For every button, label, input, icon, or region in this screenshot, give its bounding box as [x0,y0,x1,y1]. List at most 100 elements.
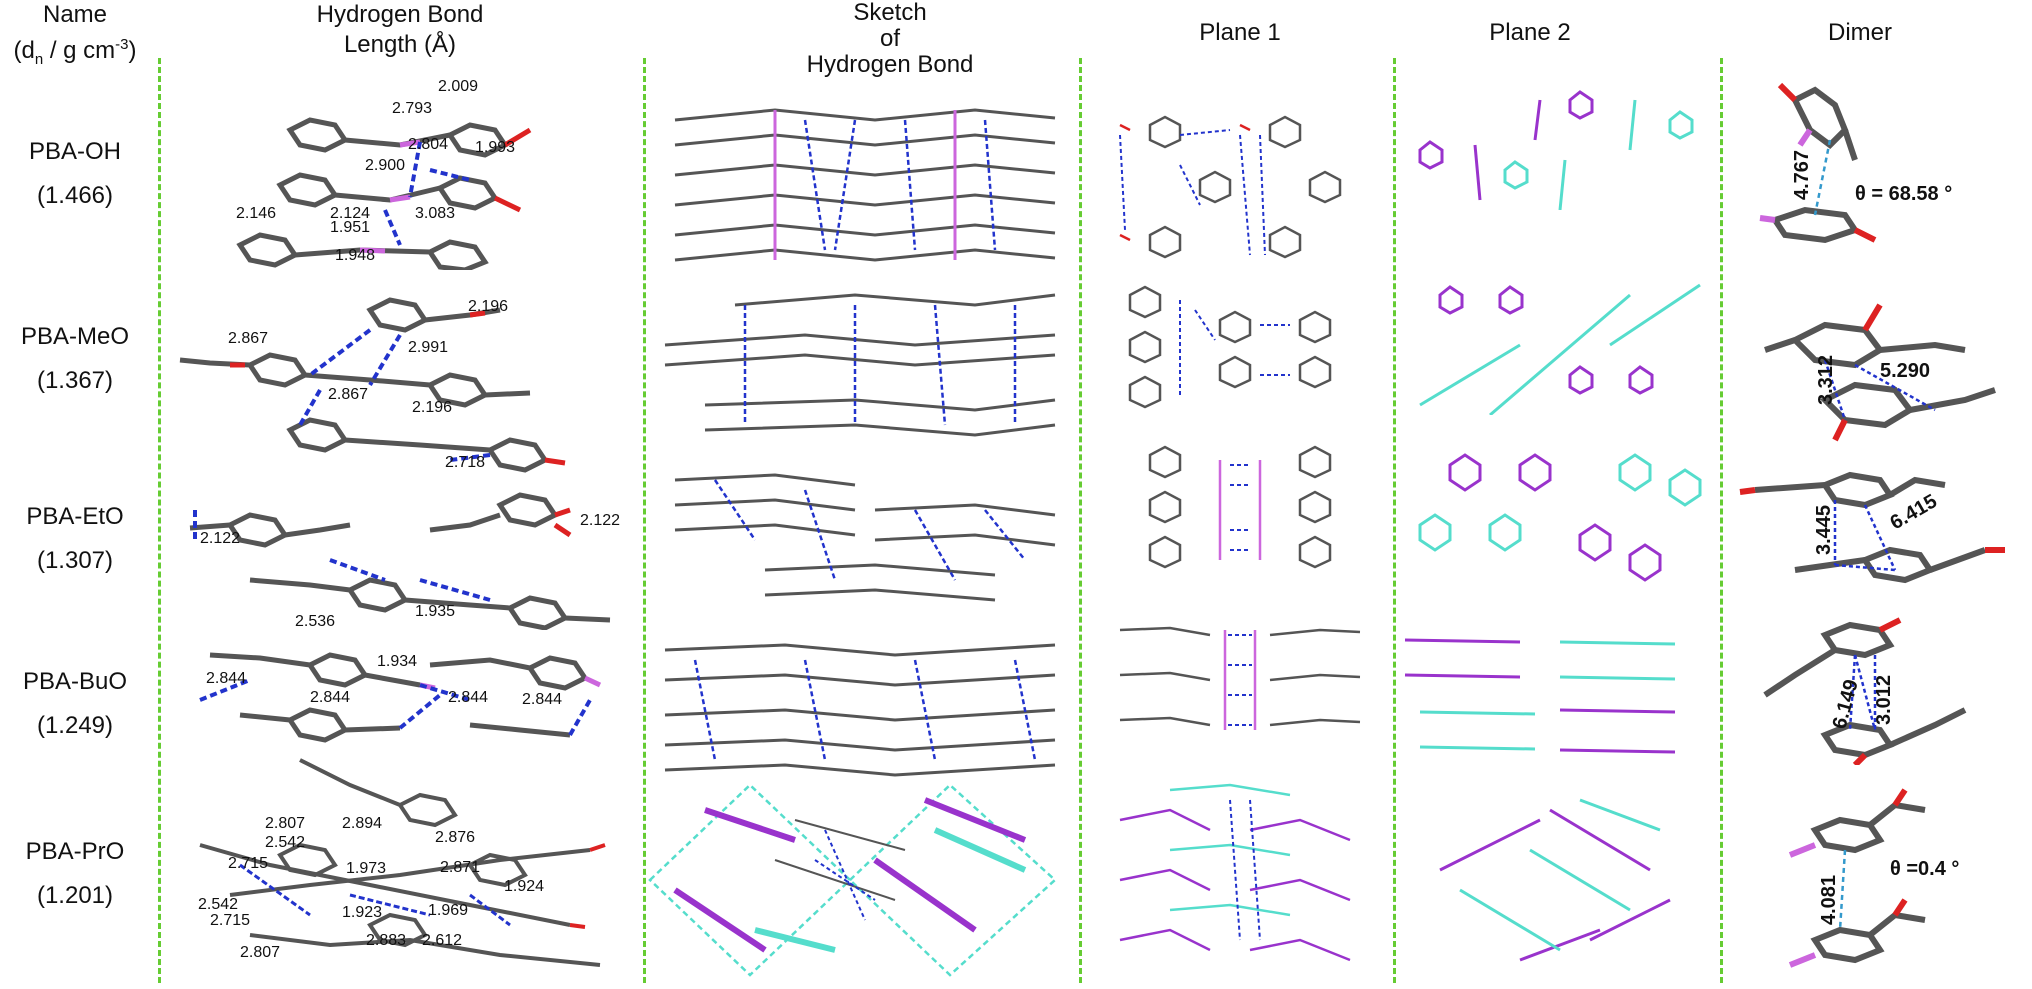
molecule-sticks [236,117,509,270]
plane1-structure-pba-buo [1119,626,1361,730]
plane1-structure-pba-oh [1119,115,1342,259]
dimer-distance-label: 3.445 [1813,505,1835,555]
hbond-label: 2.196 [468,298,508,315]
dimer-panel-pba-pro: 4.081 θ =0.4 ° [1735,775,2025,980]
hbond-label: 2.542 [198,896,238,913]
dimer-angle-label: θ = 68.58 ° [1855,183,1952,205]
header-name: Name (dn / g cm-3) [0,0,150,75]
plane1-panel-pba-pro [1110,770,1370,970]
dimer-structure-pba-meo: 5.290 3.312 [1764,303,1996,442]
hbond-label: 2.612 [422,932,462,949]
dimer-distance-label: 3.012 [1873,675,1895,725]
plane2-structure-pba-eto [1418,453,1702,582]
plane2-panel-pba-pro [1400,790,1715,980]
plane1-structure-pba-pro [1119,783,1351,962]
molecule-sticks [179,297,549,473]
hbond-label: 2.807 [265,815,305,832]
plane2-structure-pba-oh [1418,90,1694,210]
hbond-label: 2.009 [438,78,478,95]
molecule-sticks [189,492,611,630]
hbond-label: 2.124 [330,205,370,222]
sketch-structure-pba-oh [674,108,1056,262]
plane2-structure-pba-buo [1404,638,1676,754]
divider-4 [1393,58,1396,983]
sketch-panel-pba-oh [655,100,1065,270]
hbond-panel-pba-eto: 2.122 2.122 2.536 1.935 [170,480,640,630]
hbond-label: 2.807 [240,944,280,961]
hbond-label: 1.948 [335,247,375,264]
dimer-panel-pba-meo: 5.290 3.312 [1735,290,2025,450]
hbond-label: 2.793 [392,100,432,117]
plane2-panel-pba-buo [1400,625,1715,760]
hbond-label: 2.991 [408,339,448,356]
header-plane-2: Plane 2 [1489,19,1571,46]
header-sketch: Sketch of Hydrogen Bond [806,0,974,78]
sketch-structure-pba-eto [674,473,1056,602]
sketch-panel-pba-eto [655,460,1065,610]
header-plane-1: Plane 1 [1199,19,1281,46]
dimer-panel-pba-eto: 3.445 6.415 [1735,460,2025,610]
hbond-label: 2.844 [310,689,350,706]
hbond-label: 2.883 [366,932,406,949]
hbond-label: 2.715 [228,855,268,872]
hbond-label: 2.715 [210,912,250,929]
oxygen-sticks [553,507,572,538]
molecule-sticks [199,758,601,967]
hbond-structure-pba-meo: 2.196 2.867 2.991 2.867 2.196 2.718 [179,297,566,473]
hbond-label: 2.876 [435,829,475,846]
hbond-structure-pba-pro: 2.807 2.894 2.542 2.876 2.715 1.973 2.87… [198,758,606,967]
hbond-structure-pba-buo: 2.844 1.934 2.844 2.844 2.844 [199,652,602,743]
hbond-label: 1.923 [342,904,382,921]
divider-5 [1720,58,1723,983]
divider-3 [1079,58,1082,983]
hbond-structure-pba-eto: 2.122 2.122 2.536 1.935 [189,492,620,630]
hbond-label: 2.844 [522,691,562,708]
plane2-panel-pba-oh [1400,80,1715,210]
sketch-panel-pba-pro [645,780,1070,980]
hbond-label: 2.844 [448,689,488,706]
dimer-structure-pba-eto: 3.445 6.415 [1739,471,2005,584]
dimer-distance-label: 5.290 [1880,360,1930,382]
hbond-label: 2.867 [228,330,268,347]
dimer-structure-pba-buo: 6.149 3.012 [1763,617,1967,765]
hbond-panel-pba-oh: 2.009 2.793 2.804 1.993 2.900 2.146 2.12… [170,70,640,270]
plane1-panel-pba-meo [1110,280,1370,410]
plane1-panel-pba-oh [1110,105,1370,265]
row-name-pba-eto: PBA-EtO (1.307) [26,503,124,574]
plane1-structure-pba-meo [1128,285,1332,409]
oxygen-sticks [569,843,606,929]
header-hydrogen-bond-length: Hydrogen Bond Length (Å) [316,1,484,58]
hbond-dashes [193,510,491,602]
hbond-label: 2.871 [440,859,480,876]
hbond-label: 2.122 [580,512,620,529]
dimer-distance-label: 3.312 [1815,355,1837,405]
hbond-label: 1.993 [475,139,515,156]
divider-2 [643,58,646,983]
dimer-structure-pba-pro: 4.081 θ =0.4 ° [1788,788,1959,968]
hbond-label: 1.973 [346,860,386,877]
hbond-label: 2.844 [206,670,246,687]
sketch-structure-pba-meo [664,293,1056,437]
hbond-label: 2.867 [328,386,368,403]
hbond-dashes [298,328,491,462]
hbond-label: 2.536 [295,613,335,630]
dimer-distance-label: 4.767 [1791,150,1813,200]
plane2-panel-pba-eto [1400,445,1715,605]
hbond-label: 2.122 [200,530,240,547]
dimer-panel-pba-buo: 6.149 3.012 [1735,615,2025,765]
hbond-dashes [199,678,592,736]
sketch-panel-pba-buo [655,630,1065,780]
hbond-panel-pba-buo: 2.844 1.934 2.844 2.844 2.844 [170,640,640,750]
row-name-pba-meo: PBA-MeO (1.367) [20,323,130,394]
hbond-label: 2.542 [265,834,305,851]
header-name-line2: (dn / g cm-3) [13,36,137,68]
hbond-label: 1.934 [377,653,417,670]
sketch-structure-pba-buo [664,643,1056,777]
header-name-line1: Name [42,1,108,28]
divider-1 [158,58,161,983]
plane2-structure-pba-pro [1439,798,1671,962]
hbond-panel-pba-meo: 2.196 2.867 2.991 2.867 2.196 2.718 [170,285,640,475]
oxygen-sticks [230,310,566,466]
hbond-label: 2.146 [236,205,276,222]
row-name-pba-pro: PBA-PrO (1.201) [25,838,125,909]
